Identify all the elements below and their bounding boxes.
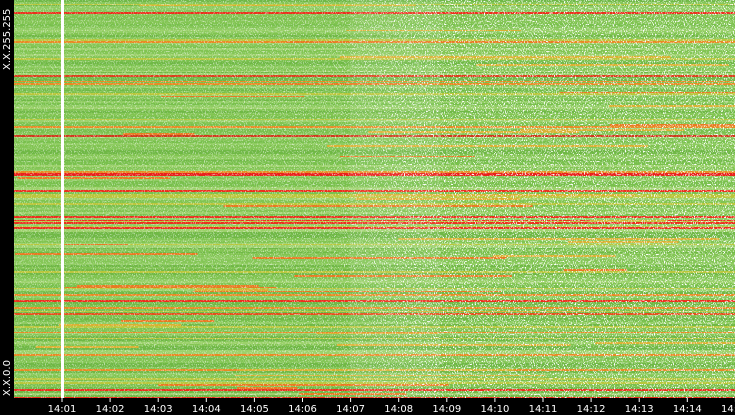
- light-band: [350, 0, 440, 398]
- x-axis: 14:01 14:02 14:03 14:04 14:05 14:06 14:07 14:08…: [48, 398, 735, 415]
- y-axis-strip: [0, 0, 14, 415]
- x-tick-label: 14:14: [673, 404, 702, 415]
- x-tick-label: 14:12: [577, 404, 606, 415]
- x-tick-label: 14:11: [529, 404, 558, 415]
- y-axis-label: X.X.0.0: [2, 360, 13, 396]
- speckle-overlay: [14, 0, 735, 398]
- x-tick-label: 14:04: [192, 404, 221, 415]
- x-axis-strip: [0, 398, 735, 415]
- x-tick-label: 14:02: [96, 404, 125, 415]
- gap-line: [61, 0, 64, 398]
- x-tick-label: 14:03: [144, 404, 173, 415]
- x-tick-label: 14:09: [432, 404, 461, 415]
- y-axis-label: X.X.255.255: [2, 9, 13, 70]
- x-tick-label: 14:01: [48, 404, 77, 415]
- x-tick-label: 14:07: [336, 404, 365, 415]
- x-tick-label: 14:15: [721, 404, 735, 415]
- x-tick-label: 14:05: [240, 404, 269, 415]
- x-tick-label: 14:08: [384, 404, 413, 415]
- x-tick-label: 14:10: [480, 404, 509, 415]
- x-tick-label: 14:06: [288, 404, 317, 415]
- x-tick-label: 14:13: [625, 404, 654, 415]
